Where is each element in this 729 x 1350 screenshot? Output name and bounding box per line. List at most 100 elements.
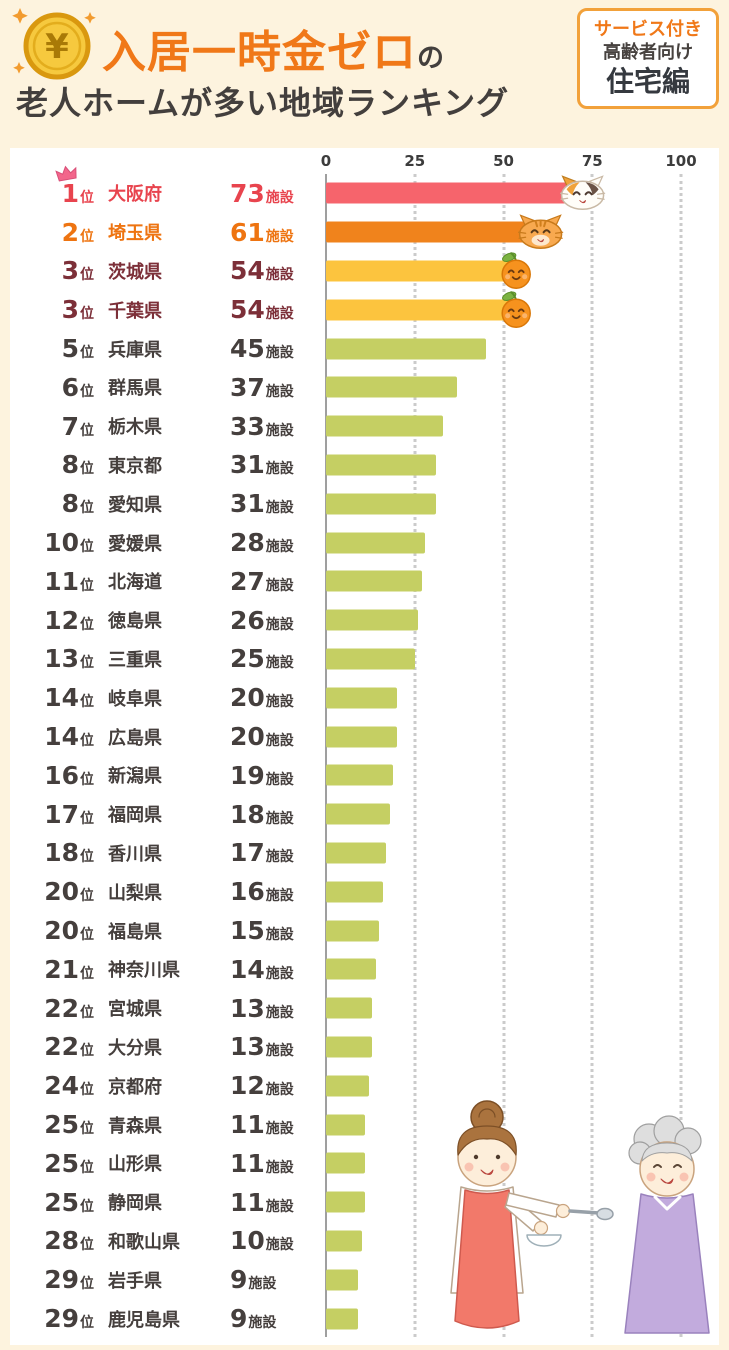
value-label: 14 施設	[230, 954, 294, 984]
gridline	[413, 174, 417, 1337]
bar-track	[326, 834, 681, 873]
gridline	[502, 174, 505, 1337]
value-label: 37 施設	[230, 372, 294, 402]
value-label: 11 施設	[230, 1110, 294, 1140]
axis-tick-label: 75	[581, 152, 603, 170]
chart-row: 2 位埼玉県 61 施設	[10, 213, 719, 252]
chart-row: 11 位北海道 27 施設	[10, 562, 719, 601]
bar-track	[326, 407, 681, 446]
edition-badge: サービス付き 高齢者向け 住宅編	[577, 8, 719, 110]
value-bar	[326, 376, 458, 398]
bar-track	[326, 368, 681, 407]
rank-label: 24 位	[44, 1071, 94, 1101]
prefecture-label: 大分県	[108, 1037, 162, 1059]
rank-label: 10 位	[44, 528, 94, 558]
value-bar	[326, 609, 419, 631]
value-label: 17 施設	[230, 838, 294, 868]
prefecture-label: 山梨県	[108, 882, 162, 904]
bar-track	[326, 213, 681, 252]
page-title-line1: 入居一時金ゼロの	[102, 16, 445, 80]
bar-track	[326, 678, 681, 717]
rank-label: 22 位	[44, 1032, 94, 1062]
bar-track	[326, 989, 681, 1028]
crown-icon	[54, 163, 79, 188]
value-bar	[326, 532, 426, 554]
rank-label: 20 位	[44, 916, 94, 946]
bar-track	[326, 446, 681, 485]
bar-track	[326, 329, 681, 368]
value-bar	[326, 338, 486, 360]
value-label: 27 施設	[230, 566, 294, 596]
bar-track	[326, 911, 681, 950]
value-label: 61 施設	[230, 217, 294, 247]
value-bar	[326, 687, 397, 709]
value-label: 25 施設	[230, 644, 294, 674]
prefecture-label: 岩手県	[108, 1270, 162, 1292]
chart-row: 12 位徳島県 26 施設	[10, 601, 719, 640]
value-bar	[326, 299, 518, 321]
chart-row: 17 位福岡県 18 施設	[10, 795, 719, 834]
prefecture-label: 群馬県	[108, 378, 162, 400]
value-bar	[326, 764, 394, 786]
bar-track	[326, 562, 681, 601]
rank-label: 29 位	[44, 1304, 94, 1333]
prefecture-label: 徳島県	[108, 611, 162, 633]
value-label: 31 施設	[230, 489, 294, 519]
chart-row: 25 位静岡県 11 施設	[10, 1183, 719, 1222]
value-label: 28 施設	[230, 528, 294, 558]
header: ¥ 入居一時金ゼロの 老人ホームが多い地域ランキング サービス付き 高齢者向け …	[0, 0, 729, 148]
gridline	[590, 174, 594, 1337]
prefecture-label: 岐阜県	[108, 688, 162, 710]
axis-tick-label: 50	[493, 152, 514, 170]
chart-row: 25 位山形県 11 施設	[10, 1144, 719, 1183]
prefecture-label: 千葉県	[108, 300, 162, 322]
prefecture-label: 兵庫県	[108, 339, 162, 361]
chart-row: 1 位大阪府 73 施設	[10, 165, 719, 213]
value-bar	[326, 260, 518, 282]
bar-track	[326, 640, 681, 679]
value-bar	[326, 493, 437, 515]
title-main: 入居一時金ゼロ	[102, 27, 417, 78]
value-label: 19 施設	[230, 760, 294, 790]
bar-track	[326, 950, 681, 989]
prefecture-label: 山形県	[108, 1154, 162, 1176]
rank-label: 29 位	[44, 1265, 94, 1295]
prefecture-label: 北海道	[108, 572, 162, 594]
chart-row: 24 位京都府 12 施設	[10, 1066, 719, 1105]
chart-row: 21 位神奈川県 14 施設	[10, 950, 719, 989]
value-label: 9 施設	[230, 1304, 277, 1333]
bar-track	[326, 1260, 681, 1299]
value-bar	[326, 1269, 358, 1291]
value-label: 31 施設	[230, 450, 294, 480]
bar-track	[326, 1028, 681, 1067]
value-label: 11 施設	[230, 1187, 294, 1217]
rank-label: 13 位	[44, 644, 94, 674]
bar-track	[326, 1222, 681, 1261]
chart-row: 3 位千葉県 54 施設	[10, 290, 719, 329]
rank-label: 22 位	[44, 993, 94, 1023]
prefecture-label: 宮城県	[108, 999, 162, 1021]
value-label: 54 施設	[230, 295, 294, 325]
value-bar	[326, 958, 376, 980]
bar-track	[326, 1105, 681, 1144]
bar-track	[326, 523, 681, 562]
prefecture-label: 愛知県	[108, 494, 162, 516]
prefecture-label: 青森県	[108, 1115, 162, 1137]
bar-track	[326, 484, 681, 523]
bar-track	[326, 252, 681, 291]
mikan-icon	[498, 289, 534, 329]
prefecture-label: 大阪府	[108, 184, 162, 206]
bar-track	[326, 601, 681, 640]
value-bar	[326, 415, 444, 437]
chart-rows: 1 位大阪府 73 施設 2 位埼玉県 61 施設 3 位茨城県 54 施設 3 位千葉県 54 施設 5 位兵庫…	[10, 165, 719, 1338]
value-bar	[326, 1152, 366, 1174]
rank-label: 14 位	[44, 683, 94, 713]
badge-line1: サービス付き	[594, 19, 702, 40]
value-bar	[326, 842, 387, 864]
value-label: 26 施設	[230, 605, 294, 635]
prefecture-label: 愛媛県	[108, 533, 162, 555]
rank-label: 21 位	[44, 954, 94, 984]
